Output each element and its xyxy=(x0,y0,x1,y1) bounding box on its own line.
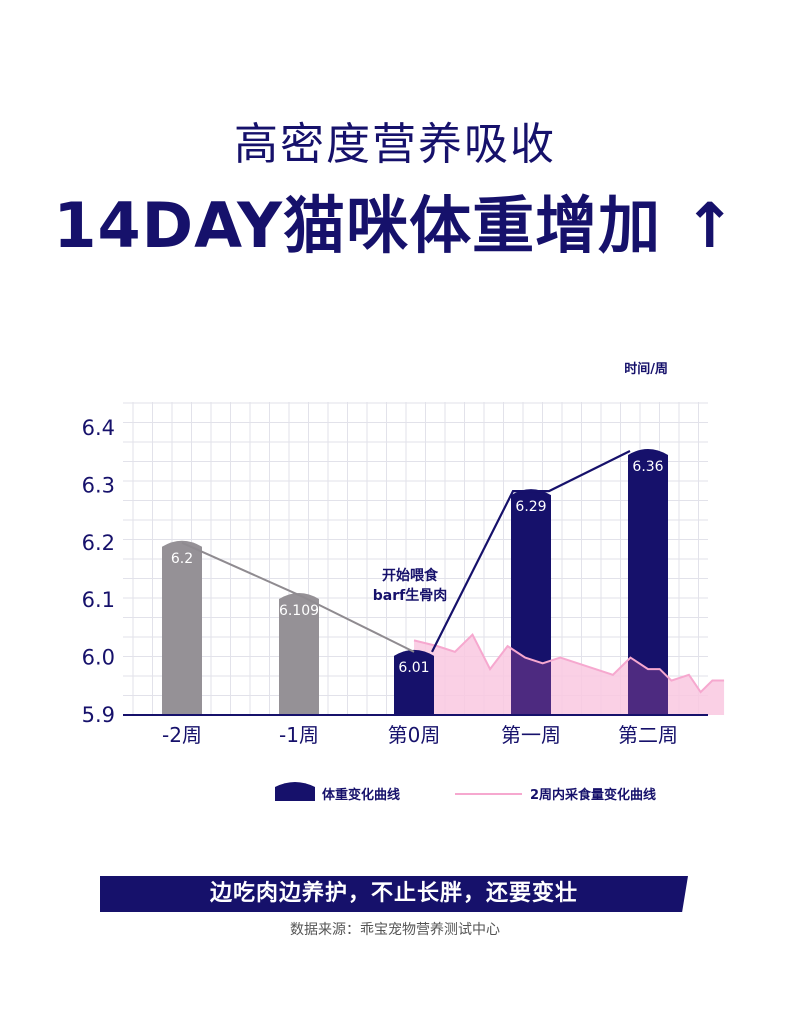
y-tick-label: 6.2 xyxy=(82,531,115,555)
subtitle: 高密度营养吸收 xyxy=(234,119,556,170)
bar-0 xyxy=(162,540,202,715)
y-tick-label: 6.0 xyxy=(82,646,115,670)
bar-value-label: 6.36 xyxy=(632,459,663,475)
legend-label-weight: 体重变化曲线 xyxy=(322,787,400,803)
bar-4 xyxy=(628,448,668,715)
legend-label-intake: 2周内采食量变化曲线 xyxy=(530,787,656,803)
x-tick-label: -1周 xyxy=(279,723,319,747)
bar-value-label: 6.01 xyxy=(398,660,429,676)
weight-line-after xyxy=(431,449,631,653)
tagline-banner: 边吃肉边养护，不止长胖，还要变壮 xyxy=(100,876,688,912)
y-tick-label: 6.4 xyxy=(82,416,115,440)
x-axis-unit-label: 时间/周 xyxy=(624,361,668,377)
x-tick-label: 第一周 xyxy=(501,723,561,747)
bar-value-label: 6.29 xyxy=(515,499,546,515)
legend-swatch-weight xyxy=(275,782,315,801)
weight-chart: 6.4 6.3 6.2 6.1 6.0 5.9 时间/周 6.2 6.109 6.01 6.29 6.… xyxy=(82,361,725,803)
annotation-label: barf生骨肉 xyxy=(373,587,447,604)
bar-value-label: 6.2 xyxy=(171,551,193,567)
data-source-note: 数据来源：乖宝宠物营养测试中心 xyxy=(290,922,500,938)
annotation-label: 开始喂食 xyxy=(382,567,439,584)
x-tick-label: 第二周 xyxy=(618,723,678,747)
x-tick-label: -2周 xyxy=(162,723,202,747)
weight-line-before xyxy=(181,541,415,653)
y-tick-label: 6.3 xyxy=(82,473,115,497)
bar-2 xyxy=(394,649,434,715)
bar-1 xyxy=(279,593,319,715)
intake-line xyxy=(413,632,725,694)
x-tick-label: 第0周 xyxy=(388,723,441,747)
y-tick-label: 6.1 xyxy=(82,588,115,612)
bar-value-label: 6.109 xyxy=(279,603,319,619)
page-title: 14DAY猫咪体重增加 ↑ xyxy=(53,189,737,262)
y-tick-label: 5.9 xyxy=(82,703,115,727)
